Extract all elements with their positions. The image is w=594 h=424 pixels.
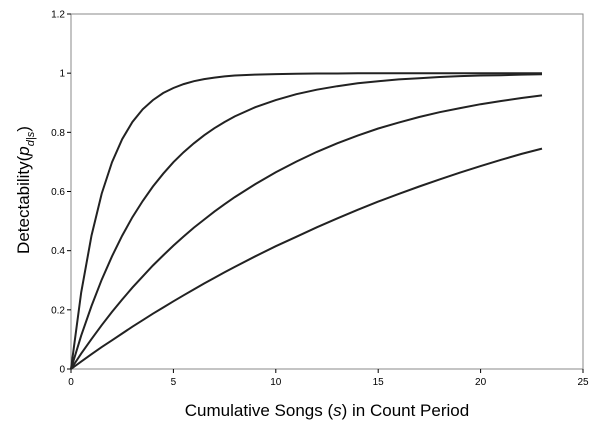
y-tick-label-0: 0 bbox=[59, 365, 65, 376]
x-tick-label-4: 20 bbox=[475, 377, 487, 388]
y-axis-title: Detectability(pd|s) bbox=[14, 126, 37, 254]
ticks-layer: 0 0.2 0.4 0.6 0.8 1 1.2 0 5 10 15 20 25 bbox=[51, 10, 589, 389]
x-tick-label-2: 10 bbox=[270, 377, 282, 388]
x-tick-label-1: 5 bbox=[171, 377, 177, 388]
series-line-4 bbox=[70, 147, 543, 370]
y-tick-label-2: 0.4 bbox=[51, 246, 65, 257]
series-line-2 bbox=[70, 73, 543, 370]
series-line-1 bbox=[70, 72, 542, 370]
y-tick-label-6: 1.2 bbox=[51, 10, 65, 21]
x-axis-title-prefix: Cumulative Songs ( bbox=[185, 401, 334, 420]
series-layer bbox=[70, 72, 543, 370]
y-tick-label-3: 0.6 bbox=[51, 187, 65, 198]
x-tick-label-3: 15 bbox=[373, 377, 385, 388]
y-tick-label-4: 0.8 bbox=[51, 128, 65, 139]
y-axis-title-suffix: ) bbox=[14, 126, 33, 132]
x-axis-title-symbol: s bbox=[333, 401, 342, 420]
plot-area bbox=[70, 13, 584, 370]
series-line-3 bbox=[70, 94, 543, 370]
y-tick-label-5: 1 bbox=[59, 69, 65, 80]
x-axis-title: Cumulative Songs (s) in Count Period bbox=[185, 401, 469, 420]
x-axis-title-suffix: ) in Count Period bbox=[342, 401, 470, 420]
y-tick-label-1: 0.2 bbox=[51, 305, 65, 316]
x-tick-label-5: 25 bbox=[577, 377, 589, 388]
y-axis-title-symbol: p bbox=[14, 146, 33, 156]
x-tick-label-0: 0 bbox=[68, 377, 74, 388]
y-axis-title-prefix: Detectability( bbox=[14, 155, 33, 254]
y-axis-title-subscript: d|s bbox=[25, 131, 37, 146]
